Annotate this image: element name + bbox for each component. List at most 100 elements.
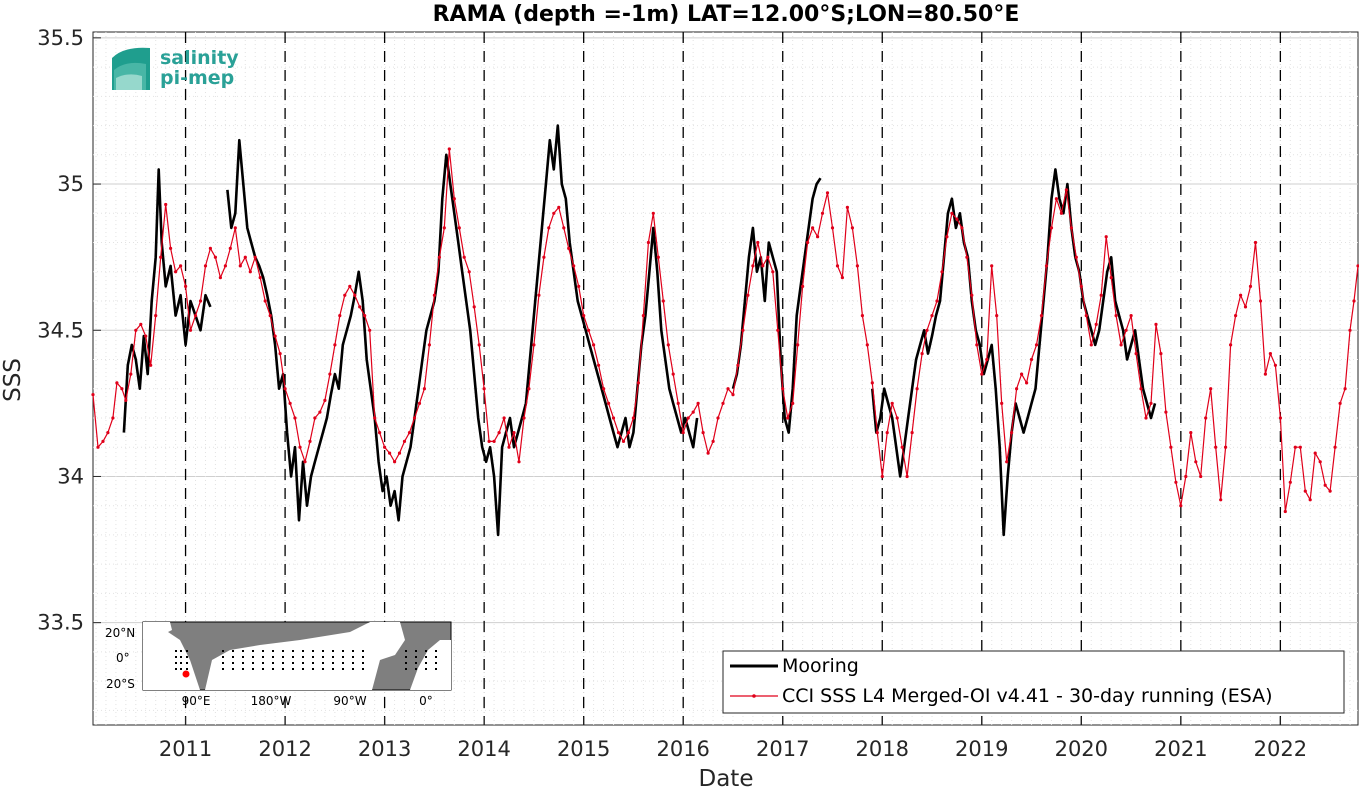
cci-series-point (447, 147, 451, 151)
cci-series-point (407, 431, 412, 435)
cci-series-point (467, 270, 471, 274)
cci-series-point (806, 240, 810, 245)
cci-series-point (353, 293, 357, 297)
buoy-marker (332, 650, 334, 652)
cci-series-point (930, 314, 934, 318)
cci-series-point (472, 305, 476, 309)
buoy-marker (405, 650, 407, 652)
cci-series-point (134, 328, 138, 332)
cci-series-point (303, 460, 307, 464)
buoy-marker (435, 668, 437, 670)
cci-series-point (1164, 410, 1168, 414)
cci-series-point (611, 416, 616, 420)
cci-series-point (691, 410, 695, 414)
cci-series-point (507, 445, 511, 449)
cci-series-point (144, 334, 148, 338)
cci-series-point (482, 387, 486, 391)
cci-series-point (179, 264, 183, 268)
cci-series-point (542, 255, 546, 259)
y-tick-label: 34.5 (37, 318, 84, 342)
buoy-marker (262, 668, 264, 670)
plot-area (92, 31, 1359, 726)
cci-series-point (791, 401, 795, 405)
buoy-marker (175, 656, 177, 658)
cci-series-point (1318, 460, 1322, 464)
map-lon-label-90w: 90°W (333, 694, 366, 708)
cci-series-point (761, 264, 765, 268)
buoy-marker (242, 662, 244, 664)
chart-title: RAMA (depth =-1m) LAT=12.00°S;LON=80.50°… (433, 2, 1020, 27)
buoy-marker (180, 656, 182, 658)
buoy-marker (435, 656, 437, 658)
wave-logo-icon (112, 47, 150, 90)
cci-series-point (1174, 480, 1178, 484)
buoy-marker (425, 668, 427, 670)
buoy-marker (282, 650, 284, 652)
cci-series-point (1288, 480, 1292, 484)
cci-series-point (731, 393, 735, 397)
cci-series-point (1338, 401, 1342, 405)
cci-series-point (910, 431, 914, 435)
cci-series-point (333, 343, 337, 347)
cci-series-point (298, 445, 302, 449)
cci-series-point (373, 416, 377, 420)
cci-series-point (1169, 445, 1173, 449)
cci-series-point (1253, 240, 1258, 245)
cci-series-point (1219, 498, 1223, 502)
cci-series-point (1199, 474, 1203, 479)
cci-series-point (925, 328, 929, 332)
cci-series-point (597, 363, 601, 367)
cci-series-point (1283, 509, 1287, 514)
cci-series-point (736, 363, 740, 367)
cci-series-point (696, 401, 700, 405)
cci-series-point (1074, 255, 1078, 259)
buoy-marker (186, 650, 188, 652)
buoy-marker (312, 650, 314, 652)
cci-series-point (1298, 445, 1302, 449)
x-tick-label: 2016 (656, 737, 709, 761)
buoy-marker (252, 662, 254, 664)
buoy-marker (262, 662, 264, 664)
buoy-marker (232, 650, 234, 652)
legend-swatch-cci-dot (752, 694, 756, 698)
cci-series-point (1229, 343, 1233, 347)
cci-series-point (129, 372, 133, 376)
cci-series-point (154, 314, 158, 318)
cci-series-point (218, 276, 222, 280)
buoy-marker (242, 668, 244, 670)
cci-series-point (816, 235, 820, 239)
cci-series-point (343, 293, 347, 297)
cci-series-point (1243, 305, 1248, 309)
buoy-marker (302, 656, 304, 658)
cci-series-point (1348, 328, 1352, 332)
cci-series-point (1089, 343, 1093, 347)
buoy-marker (272, 662, 274, 664)
cci-series-point (120, 387, 124, 391)
cci-series-point (328, 372, 332, 376)
cci-series-point (1313, 451, 1317, 455)
cci-series-point (1258, 299, 1263, 303)
cci-series-point (388, 451, 392, 455)
cci-series-point (786, 416, 790, 420)
cci-series-point (845, 205, 850, 209)
cci-series-point (288, 401, 292, 405)
buoy-marker (175, 650, 177, 652)
cci-series-point (706, 451, 710, 455)
cci-series-point (223, 264, 227, 268)
buoy-marker (342, 662, 344, 664)
cci-series-point (641, 314, 646, 318)
cci-series-point (1356, 264, 1359, 268)
buoy-marker (342, 650, 344, 652)
cci-series-point (970, 293, 974, 297)
cci-series-point (1303, 489, 1307, 493)
cci-series-point (188, 328, 193, 332)
cci-series-point (106, 431, 110, 435)
salinity-pimep-logo: salinity pi-mep (112, 47, 239, 90)
buoy-marker (252, 668, 254, 670)
cci-series-point (1189, 431, 1193, 435)
cci-series-point (905, 474, 909, 479)
map-lon-label-0: 0° (419, 694, 433, 708)
cci-series-point (716, 416, 720, 420)
cci-series-line (92, 148, 1359, 513)
cci-series-point (592, 343, 596, 347)
